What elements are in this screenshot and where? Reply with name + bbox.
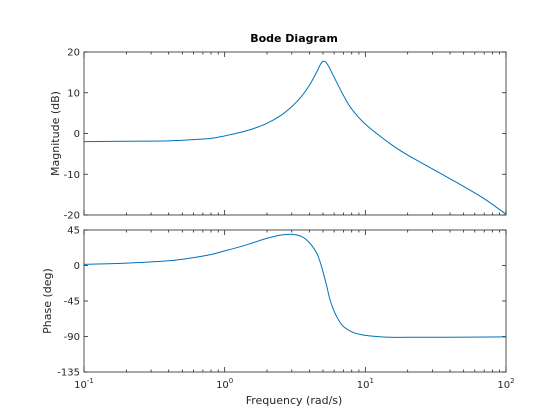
x-tick-exponent: -1 xyxy=(87,377,94,385)
x-tick-label: 100 xyxy=(216,377,233,391)
magnitude-ytick-label: 20 xyxy=(67,48,80,59)
x-tick-label: 10-1 xyxy=(74,377,94,391)
x-axis-label: Frequency (rad/s) xyxy=(246,394,343,407)
magnitude-ytick-label: -10 xyxy=(64,170,80,181)
x-tick-labels: 10-1 100 101 102 xyxy=(74,377,514,391)
magnitude-y-ticks: -20 -10 0 10 20 xyxy=(64,48,506,222)
x-tick-exponent: 2 xyxy=(510,377,514,385)
phase-x-ticks xyxy=(83,230,507,372)
x-tick-label: 101 xyxy=(357,377,374,391)
x-tick-label: 102 xyxy=(497,377,514,391)
magnitude-ytick-label: 10 xyxy=(67,88,80,99)
phase-ytick-label: 0 xyxy=(74,261,80,272)
phase-curve xyxy=(83,233,507,338)
phase-panel: -135 -90 -45 0 45 Phase (deg) xyxy=(41,226,507,379)
magnitude-x-ticks xyxy=(83,52,507,215)
magnitude-plot-area xyxy=(83,51,507,216)
x-tick-base: 10 xyxy=(497,380,510,391)
x-tick-base: 10 xyxy=(74,380,87,391)
magnitude-ytick-label: -20 xyxy=(64,211,80,222)
phase-plot-area xyxy=(83,229,507,373)
x-tick-base: 10 xyxy=(216,380,229,391)
chart-title: Bode Diagram xyxy=(250,32,338,45)
phase-ytick-label: -90 xyxy=(64,332,80,343)
magnitude-curve xyxy=(83,60,507,215)
phase-ytick-label: 45 xyxy=(67,226,80,237)
magnitude-ylabel: Magnitude (dB) xyxy=(49,91,62,176)
x-tick-exponent: 0 xyxy=(229,377,233,385)
x-tick-base: 10 xyxy=(357,380,370,391)
phase-ylabel: Phase (deg) xyxy=(41,268,54,334)
magnitude-panel: -20 -10 0 10 20 Magnitude (dB) xyxy=(49,48,507,222)
phase-ytick-label: -135 xyxy=(57,368,80,379)
magnitude-ytick-label: 0 xyxy=(74,129,80,140)
phase-ytick-label: -45 xyxy=(64,297,80,308)
x-tick-exponent: 1 xyxy=(369,377,373,385)
